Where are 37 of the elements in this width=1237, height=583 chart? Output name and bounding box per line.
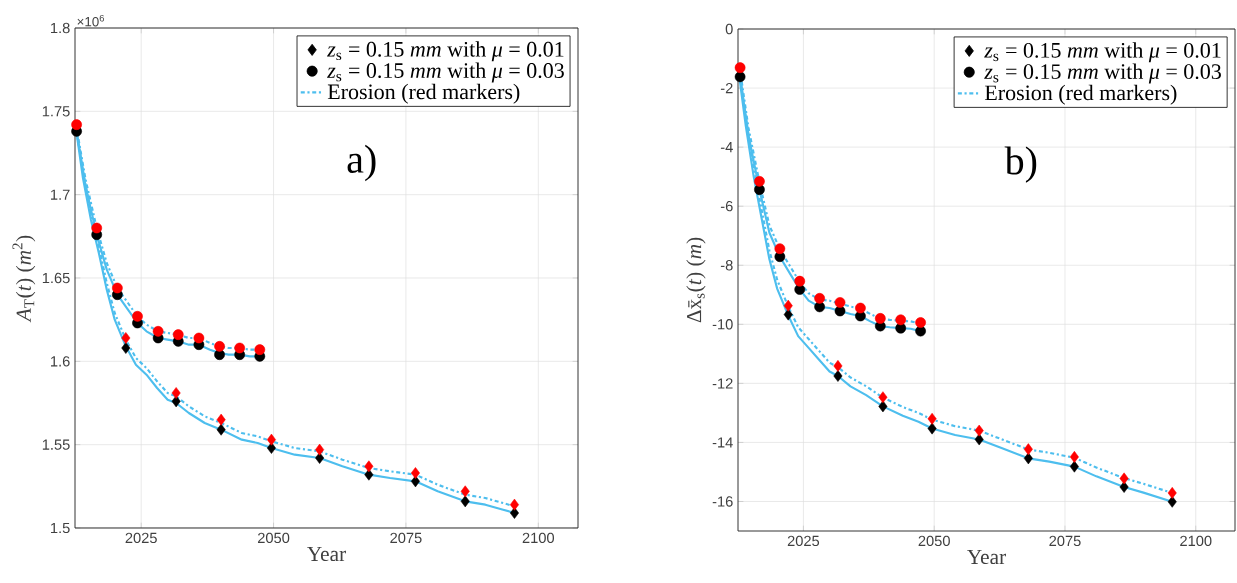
legend-label: z$_{s}$ = 0.15 mm with μ = 0.01 [984,42,1221,63]
legend-label: Erosion (red markers) [984,84,1177,105]
x-axis-title: Year [967,549,1006,565]
y-axis-title: Δx̄$_{s}$(t) (m) [686,237,706,323]
y-tick-label: -6 [720,201,733,212]
y-tick-label: 1.75 [42,106,70,117]
y-tick-label: -8 [720,260,733,271]
y-tick-label: 1.6 [51,356,70,367]
x-tick-label: 2075 [1049,535,1081,547]
legend-label: z$_{s}$ = 0.15 mm with μ = 0.01 [327,41,564,62]
y-tick-label: -2 [720,82,733,94]
x-tick-label: 2100 [1180,535,1212,547]
x-tick-label: 2100 [522,532,555,544]
y-tick-label: -14 [712,437,733,448]
x-tick-label: 2050 [918,535,950,547]
y-tick-label: 1.7 [51,189,70,200]
y-axis-title: A$_{T}$(t) (m$^{2}$) [12,235,36,323]
y-tick-label: 1.65 [42,272,70,284]
y-tick-label: -16 [712,496,733,507]
x-tick-label: 2050 [257,532,290,544]
legend-label: Erosion (red markers) [327,83,520,104]
annotation: b) [1004,146,1037,183]
y-tick-label: -12 [712,378,733,389]
y-tick-label: 0 [725,23,733,35]
y-tick-label: 1.55 [42,439,70,450]
legend-label: z$_{s}$ = 0.15 mm with μ = 0.03 [984,63,1221,84]
x-axis-title: Year [307,546,346,562]
y-tick-label: 1.5 [51,522,70,534]
x-tick-label: 2025 [125,532,157,544]
y-tick-label: 1.8 [51,22,70,34]
x-tick-label: 2075 [390,532,422,544]
y-tick-label: -10 [712,319,733,330]
annotation: a) [347,144,376,182]
legend-label: z$_{s}$ = 0.15 mm with μ = 0.03 [327,62,564,83]
text: ×10$^{6}$ [77,14,104,27]
x-tick-label: 2025 [787,535,820,547]
y-tick-label: -4 [720,142,733,153]
